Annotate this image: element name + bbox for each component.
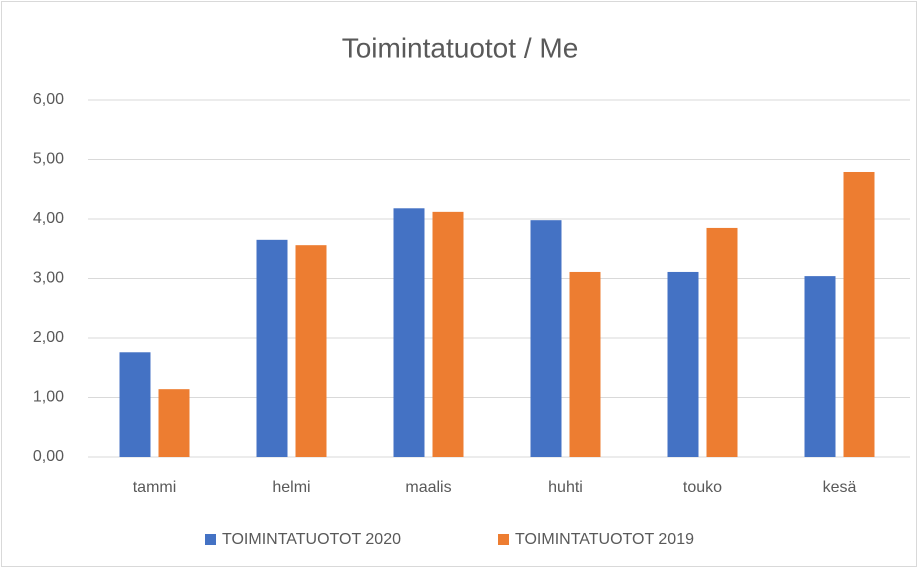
bar: [119, 352, 151, 457]
y-tick-label: 0,00: [33, 448, 64, 465]
legend-label: TOIMINTATUOTOT 2020: [222, 531, 401, 548]
chart-title: Toimintatuotot / Me: [342, 32, 579, 63]
bar: [158, 389, 190, 457]
bar: [256, 239, 288, 457]
legend-swatch: [498, 534, 509, 545]
legend-swatch: [205, 534, 216, 545]
bar: [393, 208, 425, 457]
bar: [706, 227, 738, 457]
x-tick-label: maalis: [405, 479, 451, 496]
bar: [843, 171, 875, 457]
x-tick-label: helmi: [272, 479, 310, 496]
y-tick-label: 2,00: [33, 329, 64, 346]
y-tick-label: 1,00: [33, 389, 64, 406]
x-tick-label: huhti: [548, 479, 583, 496]
bar: [432, 211, 464, 457]
y-tick-label: 6,00: [33, 91, 64, 108]
bar: [569, 271, 601, 457]
x-tick-label: touko: [683, 479, 722, 496]
bar: [667, 271, 699, 457]
x-tick-label: kesä: [823, 479, 857, 496]
y-tick-label: 4,00: [33, 210, 64, 227]
y-tick-label: 3,00: [33, 270, 64, 287]
y-tick-label: 5,00: [33, 151, 64, 168]
x-tick-label: tammi: [133, 479, 177, 496]
bar: [530, 220, 562, 457]
bar: [804, 276, 836, 457]
legend-label: TOIMINTATUOTOT 2019: [515, 531, 694, 548]
bar: [295, 245, 327, 457]
